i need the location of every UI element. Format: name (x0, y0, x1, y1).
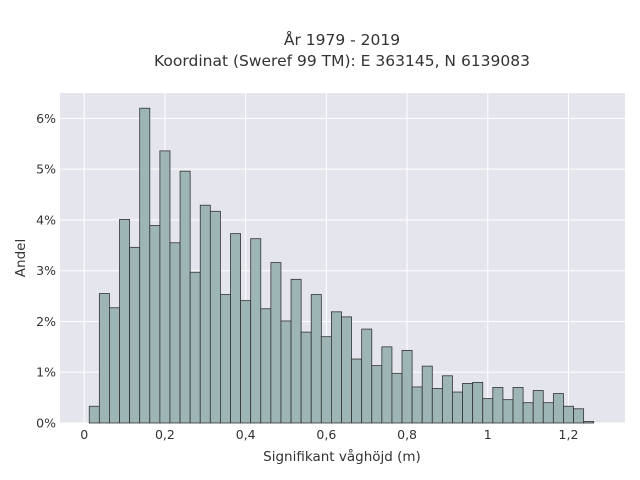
chart-title-line1: År 1979 - 2019 (284, 30, 400, 49)
histogram-bar-11 (199, 204, 211, 424)
histogram-bar-31 (401, 349, 413, 424)
histogram-bar-26 (351, 358, 363, 424)
histogram-bar-3 (119, 219, 131, 424)
histogram-bar-22 (310, 294, 322, 424)
histogram-bar-8 (169, 242, 181, 424)
histogram-bar-41 (502, 399, 514, 424)
histogram-bar-40 (492, 387, 504, 424)
y-tick-label-2: 2% (36, 314, 56, 329)
x-tick-label-2: 0,4 (236, 427, 256, 442)
histogram-bar-48 (573, 408, 585, 424)
histogram-bar-43 (522, 402, 534, 424)
x-tick-labels: 0 0,2 0,4 0,6 0,8 1 1,2 (80, 427, 578, 442)
histogram-bar-27 (361, 328, 373, 424)
chart-title-line2: Koordinat (Sweref 99 TM): E 363145, N 61… (154, 52, 530, 70)
histogram-bar-19 (280, 320, 292, 424)
histogram-bar-33 (421, 365, 433, 424)
x-tick-label-0: 0 (80, 427, 88, 442)
histogram-bar-46 (552, 393, 564, 424)
histogram-bar-23 (320, 336, 332, 424)
y-tick-labels: 0% 1% 2% 3% 4% 5% 6% (36, 111, 56, 431)
histogram-bar-44 (532, 390, 544, 424)
x-tick-label-5: 1 (484, 427, 492, 442)
histogram-bar-18 (270, 262, 282, 424)
histogram-bar-49 (583, 421, 595, 424)
histogram-bar-2 (109, 307, 120, 424)
histogram-bar-34 (431, 388, 443, 424)
histogram-bar-32 (411, 386, 423, 424)
histogram-bar-4 (129, 246, 141, 424)
y-tick-label-5: 5% (36, 162, 56, 177)
x-axis-title: Signifikant våghöjd (m) (263, 448, 421, 465)
histogram-bar-29 (381, 346, 393, 424)
y-tick-label-3: 3% (36, 263, 56, 278)
histogram-bar-24 (331, 311, 342, 424)
y-tick-label-0: 0% (36, 416, 56, 431)
x-tick-label-4: 0,8 (397, 427, 417, 442)
histogram-bar-47 (563, 405, 574, 424)
x-tick-label-3: 0,6 (316, 427, 336, 442)
histogram-bar-6 (149, 225, 161, 424)
x-tick-label-6: 1,2 (559, 427, 579, 442)
histogram-bar-37 (462, 382, 474, 424)
histogram-bar-20 (290, 278, 302, 424)
y-tick-label-6: 6% (36, 111, 56, 126)
histogram-bar-13 (220, 294, 231, 424)
histogram-bar-35 (441, 375, 453, 424)
histogram-bar-36 (452, 391, 463, 424)
histogram-bar-39 (482, 398, 494, 424)
histogram-bar-16 (250, 238, 262, 424)
x-tick-label-1: 0,2 (155, 427, 175, 442)
histogram-bar-12 (209, 210, 221, 424)
y-axis-title: Andel (13, 239, 29, 277)
histogram-bar-17 (260, 308, 272, 424)
histogram-bar-15 (240, 300, 252, 424)
y-tick-label-1: 1% (36, 365, 56, 380)
histogram-bar-25 (341, 316, 352, 424)
histogram-bar-30 (391, 372, 403, 424)
histogram-bar-42 (512, 387, 524, 424)
histogram-bar-21 (300, 331, 312, 424)
histogram-bar-38 (472, 381, 484, 424)
histogram-bar-28 (371, 365, 383, 424)
histogram-bar-9 (179, 170, 191, 424)
y-tick-label-4: 4% (36, 212, 56, 227)
histogram-bar-0 (88, 405, 100, 424)
histogram-bar-10 (189, 271, 201, 424)
histogram-bar-14 (230, 233, 241, 424)
histogram-bar-45 (542, 402, 554, 424)
histogram-bar-1 (98, 293, 110, 424)
histogram-bar-7 (159, 150, 171, 424)
histogram-bars (88, 107, 595, 424)
histogram-bar-5 (139, 107, 151, 424)
